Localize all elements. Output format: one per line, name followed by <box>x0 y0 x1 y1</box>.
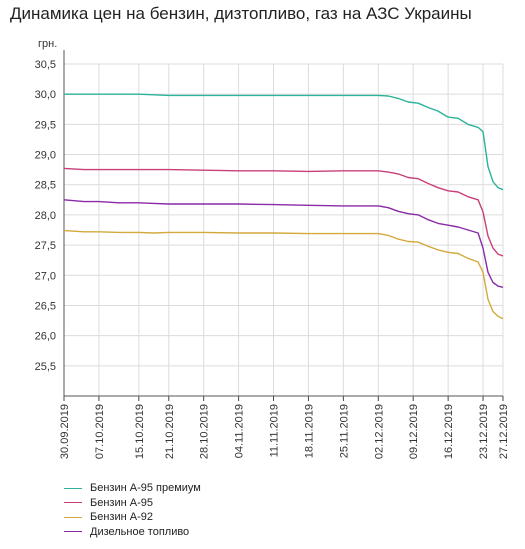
x-tick-label: 21.10.2019 <box>164 404 176 459</box>
axis-layer <box>63 50 504 401</box>
x-tick-label: 16.12.2019 <box>443 404 455 459</box>
y-tick-label: 30,5 <box>35 59 56 71</box>
x-tick-label: 25.11.2019 <box>338 404 350 458</box>
y-tick-label: 26,0 <box>35 331 56 343</box>
chart-legend: Бензин А-95 премиум Бензин А-95 Бензин А-9… <box>64 481 201 539</box>
x-tick-label: 23.12.2019 <box>478 404 490 459</box>
legend-swatch <box>64 487 82 489</box>
series-line-1 <box>64 93 504 191</box>
x-tick-label: 09.12.2019 <box>408 404 420 459</box>
tick-label-layer: 25,5 26,0 26,5 27,0 27,5 28,0 28,5 29,0 29,5 30,0… <box>35 59 510 459</box>
series-layer <box>63 93 504 320</box>
legend-label: Бензин А-95 <box>90 496 153 509</box>
y-tick-label: 25,5 <box>35 361 56 373</box>
legend-swatch <box>64 502 82 504</box>
series-line-2 <box>63 167 504 257</box>
legend-item-2: Бензин А-95 <box>64 496 201 511</box>
legend-item-1: Бензин А-95 премиум <box>64 481 201 496</box>
x-tick-label: 28.10.2019 <box>199 404 211 459</box>
y-tick-label: 26,5 <box>35 300 56 312</box>
legend-label: Дизельное топливо <box>90 525 190 538</box>
legend-item-4: Дизельное топливо <box>64 525 201 540</box>
legend-item-3: Бензин А-92 <box>64 510 201 525</box>
x-tick-label: 02.12.2019 <box>373 404 385 459</box>
legend-label: Бензин А-95 премиум <box>90 482 201 495</box>
y-tick-label: 30,0 <box>35 89 56 101</box>
x-tick-label: 27.12.2019 <box>498 404 510 459</box>
y-tick-label: 29,5 <box>35 119 56 131</box>
x-tick-label: 15.10.2019 <box>134 404 146 459</box>
chart-title: Динамика цен на бензин, дизтопливо, газ … <box>10 4 472 23</box>
series-line-4 <box>63 199 504 288</box>
y-tick-label: 27,0 <box>35 270 56 282</box>
x-tick-label: 30.09.2019 <box>59 404 71 459</box>
legend-label: Бензин А-92 <box>90 511 153 524</box>
y-tick-label: 28,0 <box>35 210 56 222</box>
y-axis-unit-label: грн. <box>38 38 58 50</box>
grid-layer <box>63 63 504 396</box>
x-tick-label: 07.10.2019 <box>94 404 106 459</box>
y-tick-label: 28,5 <box>35 180 56 192</box>
series-line-3 <box>63 229 504 320</box>
y-tick-label: 27,5 <box>35 240 56 252</box>
legend-swatch <box>64 516 82 518</box>
x-tick-label: 11.11.2019 <box>269 404 281 457</box>
y-tick-label: 29,0 <box>35 150 56 162</box>
x-tick-label: 18.11.2019 <box>303 404 315 458</box>
x-tick-label: 04.11.2019 <box>234 404 246 458</box>
legend-swatch <box>64 531 82 533</box>
